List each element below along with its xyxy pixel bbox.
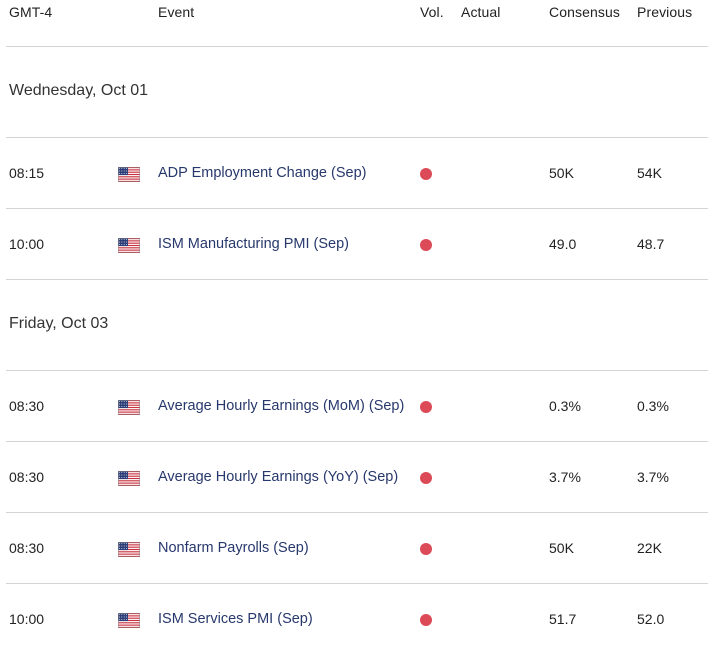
event-previous: 0.3% bbox=[637, 398, 669, 414]
event-consensus: 49.0 bbox=[549, 236, 577, 252]
timezone-header[interactable]: GMT-4 bbox=[9, 4, 53, 20]
event-consensus: 0.3% bbox=[549, 398, 581, 414]
event-previous: 52.0 bbox=[637, 611, 665, 627]
event-time: 08:15 bbox=[9, 165, 45, 181]
table-row[interactable]: 10:00 ISM Manufacturing PMI (Sep) 49.0 4… bbox=[0, 209, 708, 279]
table-header: GMT-4 Event Vol. Actual Consensus Previo… bbox=[0, 0, 708, 47]
vol-column-header: Vol. bbox=[420, 4, 444, 20]
divider bbox=[6, 583, 708, 584]
event-name-link[interactable]: Nonfarm Payrolls (Sep) bbox=[158, 540, 309, 556]
event-time: 08:30 bbox=[9, 469, 45, 485]
high-volatility-icon bbox=[420, 239, 432, 251]
event-time: 08:30 bbox=[9, 540, 45, 556]
event-previous: 48.7 bbox=[637, 236, 665, 252]
us-flag-icon bbox=[118, 613, 140, 628]
divider bbox=[6, 279, 708, 280]
event-previous: 54K bbox=[637, 165, 662, 181]
us-flag-icon bbox=[118, 167, 140, 182]
divider bbox=[6, 512, 708, 513]
table-row[interactable]: 08:30 Nonfarm Payrolls (Sep) 50K 22K bbox=[0, 513, 708, 583]
event-column-header: Event bbox=[158, 4, 195, 20]
high-volatility-icon bbox=[420, 168, 432, 180]
divider bbox=[6, 208, 708, 209]
high-volatility-icon bbox=[420, 472, 432, 484]
high-volatility-icon bbox=[420, 401, 432, 413]
us-flag-icon bbox=[118, 471, 140, 486]
event-name-link[interactable]: ISM Services PMI (Sep) bbox=[158, 611, 313, 627]
us-flag-icon bbox=[118, 542, 140, 557]
event-time: 10:00 bbox=[9, 236, 45, 252]
event-name-link[interactable]: Average Hourly Earnings (MoM) (Sep) bbox=[158, 398, 405, 414]
divider bbox=[6, 46, 708, 47]
us-flag-icon bbox=[118, 238, 140, 253]
day-label-wednesday: Wednesday, Oct 01 bbox=[9, 82, 149, 99]
table-row[interactable]: 08:30 Average Hourly Earnings (MoM) (Sep… bbox=[0, 371, 708, 441]
table-row[interactable]: 10:00 ISM Services PMI (Sep) 51.7 52.0 bbox=[0, 584, 708, 654]
table-row[interactable]: 08:30 Average Hourly Earnings (YoY) (Sep… bbox=[0, 442, 708, 512]
event-consensus: 3.7% bbox=[549, 469, 581, 485]
high-volatility-icon bbox=[420, 614, 432, 626]
event-consensus: 51.7 bbox=[549, 611, 577, 627]
table-row[interactable]: 08:15 ADP Employment Change (Sep) 50K 54… bbox=[0, 138, 708, 208]
us-flag-icon bbox=[118, 400, 140, 415]
event-name-link[interactable]: ADP Employment Change (Sep) bbox=[158, 165, 367, 181]
high-volatility-icon bbox=[420, 543, 432, 555]
event-time: 08:30 bbox=[9, 398, 45, 414]
day-label-friday: Friday, Oct 03 bbox=[9, 315, 109, 332]
previous-column-header: Previous bbox=[637, 4, 693, 20]
actual-column-header: Actual bbox=[461, 4, 501, 20]
event-consensus: 50K bbox=[549, 165, 574, 181]
event-name-link[interactable]: Average Hourly Earnings (YoY) (Sep) bbox=[158, 469, 399, 485]
event-time: 10:00 bbox=[9, 611, 45, 627]
consensus-column-header: Consensus bbox=[549, 4, 620, 20]
event-previous: 22K bbox=[637, 540, 662, 556]
event-consensus: 50K bbox=[549, 540, 574, 556]
divider bbox=[6, 137, 708, 138]
event-name-link[interactable]: ISM Manufacturing PMI (Sep) bbox=[158, 236, 349, 252]
divider bbox=[6, 441, 708, 442]
event-previous: 3.7% bbox=[637, 469, 669, 485]
divider bbox=[6, 370, 708, 371]
